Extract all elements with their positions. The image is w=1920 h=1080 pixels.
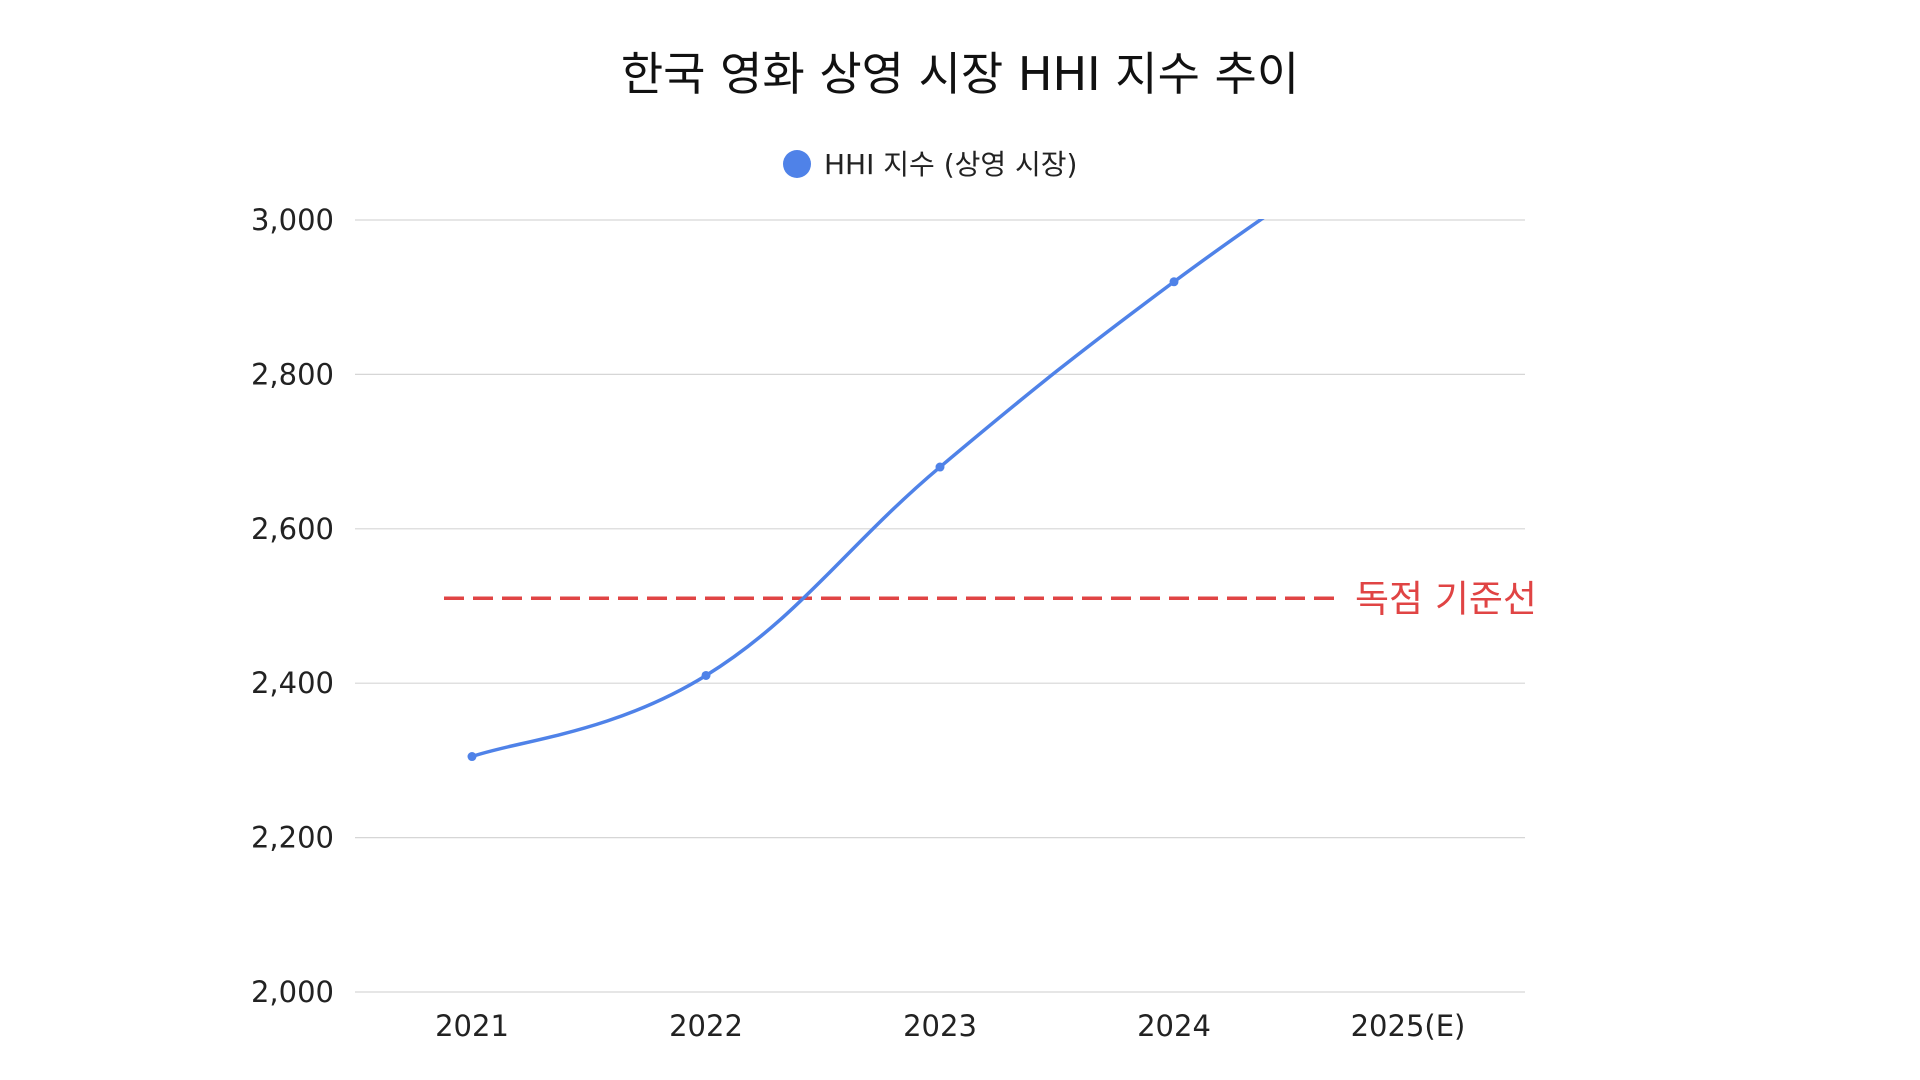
x-tick-label-1: 2022 [669, 1009, 743, 1043]
data-point-2022 [701, 670, 711, 680]
y-tick-label-3: 2,600 [251, 512, 334, 546]
x-tick-label-0: 2021 [435, 1009, 509, 1043]
chart-title: 한국 영화 상영 시장 HHI 지수 추이 [621, 47, 1299, 101]
x-tick-label-2: 2023 [903, 1009, 977, 1043]
legend-marker [783, 150, 811, 178]
y-tick-label-5: 3,000 [251, 203, 334, 237]
y-tick-label-1: 2,200 [251, 821, 334, 855]
gridlines [355, 219, 1525, 993]
x-tick-label-3: 2024 [1137, 1009, 1211, 1043]
legend: HHI 지수 (상영 시장) [783, 148, 1077, 181]
y-tick-label-2: 2,400 [251, 666, 334, 700]
y-tick-label-0: 2,000 [251, 975, 334, 1009]
data-point-2021 [467, 752, 477, 762]
x-tick-label-4: 2025(E) [1351, 1009, 1466, 1043]
y-axis-ticks: 2,000 2,200 2,400 2,600 2,800 3,000 [251, 203, 334, 1009]
legend-label: HHI 지수 (상영 시장) [824, 148, 1077, 181]
y-tick-label-4: 2,800 [251, 357, 334, 391]
data-point-2025E [1404, 115, 1413, 124]
series-group [467, 115, 1413, 762]
series-line-0 [470, 219, 1265, 759]
monopoly-threshold-label: 독점 기준선 [1355, 577, 1537, 620]
data-point-2023 [935, 462, 945, 472]
x-axis-ticks: 2021 2022 2023 2024 2025(E) [435, 1009, 1465, 1043]
reference-line-group: 독점 기준선 [444, 577, 1537, 620]
data-point-2024 [1169, 277, 1179, 287]
